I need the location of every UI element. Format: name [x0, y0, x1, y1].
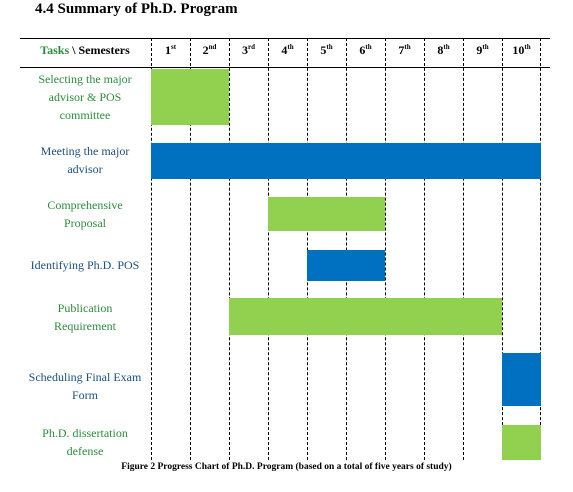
semester-ordinal-suffix: th [326, 43, 333, 51]
semester-header-1: 1st [151, 43, 190, 58]
task-label: Comprehensive Proposal [20, 196, 150, 232]
header-tasks-semesters: Tasks \ Semesters [20, 43, 150, 58]
figure-caption: Figure 2 Progress Chart of Ph.D. Program… [121, 462, 452, 472]
task-label: Scheduling Final Exam Form [20, 366, 150, 406]
column-divider [346, 38, 347, 460]
task-bar [502, 353, 541, 406]
task-label: Meeting the major advisor [20, 140, 150, 180]
section-heading: 4.4 Summary of Ph.D. Program [35, 1, 238, 17]
semester-ordinal-suffix: rd [248, 43, 255, 51]
task-label: Publication Requirement [20, 298, 150, 336]
header-separator: \ [72, 43, 76, 57]
header-tasks-label: Tasks [40, 43, 70, 57]
semester-header-2: 2nd [190, 43, 229, 58]
semester-header-8: 8th [424, 43, 463, 58]
semester-header-10: 10th [502, 43, 541, 58]
column-divider [190, 38, 191, 460]
task-bar [229, 298, 502, 335]
semester-header-5: 5th [307, 43, 346, 58]
semester-number: 8 [437, 43, 444, 57]
semester-ordinal-suffix: th [365, 43, 372, 51]
semester-header-6: 6th [346, 43, 385, 58]
semester-number: 7 [398, 43, 405, 57]
semester-number: 3 [242, 43, 248, 57]
semester-ordinal-suffix: nd [208, 43, 217, 51]
task-bar [151, 143, 541, 179]
task-label: Ph.D. dissertation defense [20, 424, 150, 460]
column-divider [268, 38, 269, 460]
task-label-text: Scheduling Final Exam Form [28, 370, 142, 402]
task-label-text: Ph.D. dissertation defense [42, 426, 128, 458]
task-bar [268, 197, 385, 231]
table-header-rule [20, 67, 550, 68]
semester-number: 5 [320, 43, 327, 57]
task-label-text: Identifying Ph.D. POS [30, 258, 140, 272]
task-bar [502, 425, 541, 460]
semester-ordinal-suffix: th [482, 43, 489, 51]
semester-header-9: 9th [463, 43, 502, 58]
task-label-text: Selecting the major advisor & POS commit… [38, 72, 132, 122]
task-label: Identifying Ph.D. POS [20, 250, 150, 280]
semester-header-3: 3rd [229, 43, 268, 58]
task-label: Selecting the major advisor & POS commit… [20, 69, 150, 125]
task-label-text: Publication Requirement [54, 301, 116, 333]
task-label-text: Comprehensive Proposal [47, 198, 123, 230]
semester-ordinal-suffix: st [170, 43, 177, 51]
task-bar [151, 69, 229, 125]
semester-ordinal-suffix: th [404, 43, 411, 51]
column-divider [424, 38, 425, 460]
semester-header-7: 7th [385, 43, 424, 58]
semester-number: 9 [476, 43, 483, 57]
semester-number: 2 [202, 43, 209, 57]
task-bar [307, 250, 385, 281]
semester-number: 6 [359, 43, 366, 57]
column-divider [385, 38, 386, 460]
semester-number: 1 [164, 43, 171, 57]
table-top-rule [20, 38, 550, 39]
column-divider [463, 38, 464, 460]
semester-ordinal-suffix: th [287, 43, 294, 51]
column-divider [229, 38, 230, 460]
semester-ordinal-suffix: th [524, 43, 531, 51]
column-divider [307, 38, 308, 460]
semester-number: 4 [281, 43, 288, 57]
column-divider [502, 38, 503, 460]
header-semesters-label: Semesters [78, 43, 130, 57]
column-divider [540, 38, 541, 460]
semester-number: 10 [512, 43, 525, 57]
semester-ordinal-suffix: th [443, 43, 450, 51]
column-divider [151, 38, 152, 460]
task-label-text: Meeting the major advisor [40, 144, 130, 176]
semester-header-4: 4th [268, 43, 307, 58]
